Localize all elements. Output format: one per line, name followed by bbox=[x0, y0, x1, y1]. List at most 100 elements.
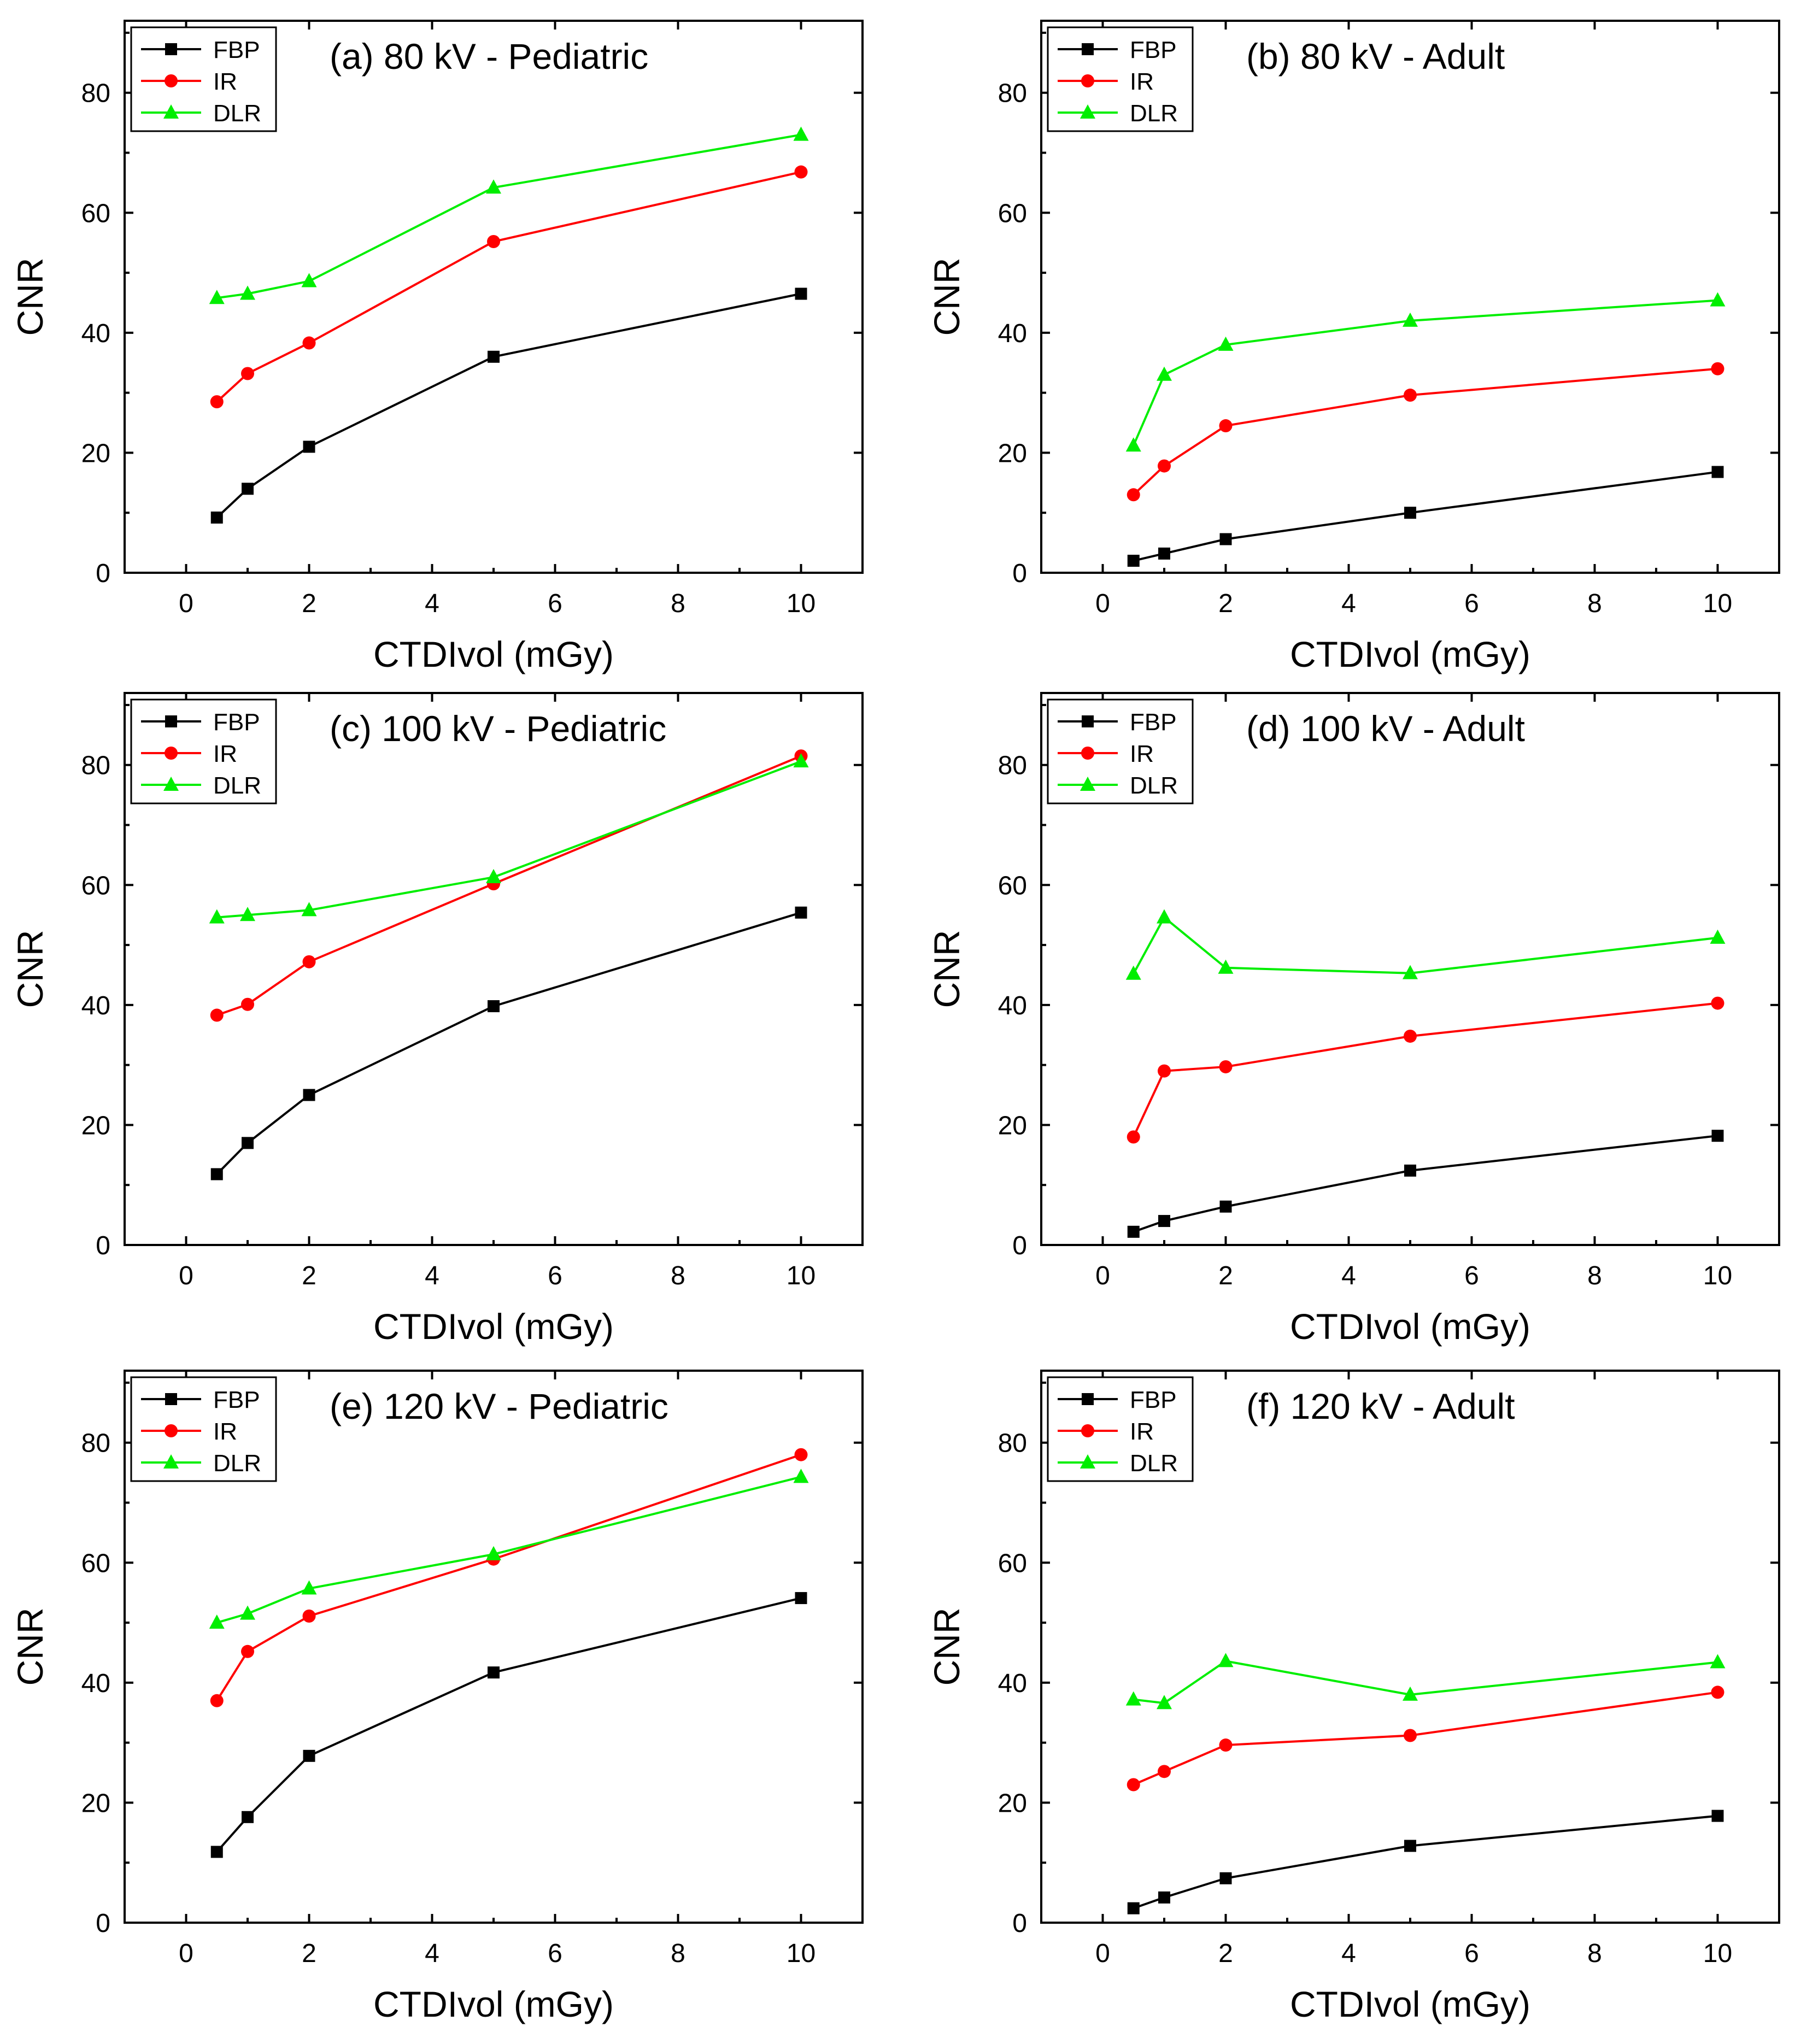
data-point-dlr bbox=[793, 126, 809, 141]
data-point-ir bbox=[210, 395, 224, 409]
data-point-fbp bbox=[1404, 1164, 1416, 1177]
data-point-dlr bbox=[1125, 1691, 1141, 1706]
series-line-dlr bbox=[216, 1476, 801, 1624]
series-line-fbp bbox=[1133, 471, 1718, 562]
legend-box bbox=[1047, 698, 1194, 804]
data-point-fbp bbox=[1404, 1840, 1416, 1852]
legend-label-dlr: DLR bbox=[1130, 772, 1178, 799]
x-tick-label: 8 bbox=[1587, 1939, 1602, 1968]
data-point-fbp bbox=[795, 287, 807, 300]
data-point-ir bbox=[210, 1008, 224, 1022]
legend-marker-ir bbox=[1081, 747, 1094, 760]
series-line-dlr bbox=[216, 760, 802, 919]
series-line-ir bbox=[1133, 367, 1718, 496]
data-point-dlr bbox=[1403, 312, 1418, 327]
data-point-dlr bbox=[240, 907, 255, 921]
y-tick-label: 0 bbox=[1012, 559, 1027, 588]
data-point-fbp bbox=[1158, 547, 1170, 560]
y-axis-title: CNR bbox=[10, 1608, 50, 1686]
data-point-fbp bbox=[210, 512, 223, 524]
y-tick-label: 80 bbox=[81, 1429, 110, 1458]
legend-label-dlr: DLR bbox=[1130, 1450, 1178, 1477]
x-tick-label: 4 bbox=[425, 1939, 439, 1968]
y-tick-label: 0 bbox=[1012, 1909, 1027, 1938]
x-tick-label: 4 bbox=[1341, 1261, 1356, 1290]
x-tick-label: 8 bbox=[671, 1939, 685, 1968]
legend-marker-dlr bbox=[163, 777, 179, 791]
y-tick-label: 20 bbox=[81, 439, 110, 468]
series-line-fbp bbox=[216, 911, 802, 1175]
series-line-dlr bbox=[216, 133, 801, 299]
data-point-ir bbox=[794, 1448, 808, 1461]
series-line-fbp bbox=[216, 292, 801, 519]
x-tick-label: 0 bbox=[179, 1261, 193, 1290]
y-tick-label: 0 bbox=[1012, 1231, 1027, 1260]
y-axis-title: CNR bbox=[926, 930, 967, 1008]
y-tick-label: 40 bbox=[998, 319, 1027, 348]
data-point-ir bbox=[1711, 996, 1724, 1010]
legend-label-ir: IR bbox=[213, 68, 237, 95]
data-point-dlr bbox=[1710, 292, 1726, 307]
y-axis-title: CNR bbox=[10, 930, 50, 1008]
x-axis-title: CTDIvol (mGy) bbox=[1290, 1984, 1530, 2024]
x-tick-label: 2 bbox=[302, 1939, 316, 1968]
legend-marker-ir bbox=[165, 747, 178, 760]
x-tick-label: 8 bbox=[671, 589, 685, 618]
legend-label-ir: IR bbox=[213, 741, 237, 767]
panel-title: (b) 80 kV - Adult bbox=[1246, 36, 1505, 77]
legend: FBP IR DLR bbox=[130, 26, 277, 132]
legend-box bbox=[1047, 1376, 1194, 1482]
y-tick-label: 40 bbox=[81, 1669, 110, 1698]
x-tick-label: 6 bbox=[1464, 1939, 1479, 1968]
data-point-fbp bbox=[1219, 1200, 1232, 1213]
y-axis-title: CNR bbox=[926, 258, 967, 336]
data-point-ir bbox=[241, 997, 254, 1011]
data-point-dlr bbox=[1125, 965, 1141, 980]
data-point-dlr bbox=[209, 1614, 225, 1629]
chart-panel-4: 0 2 4 6 8 10 0 20 40 60 80 CTDIvol (mGy) CNR (e) 120 … bbox=[10, 1370, 864, 2024]
data-point-fbp bbox=[1711, 1810, 1724, 1822]
legend-marker-ir bbox=[1081, 74, 1094, 87]
data-point-ir bbox=[302, 1610, 316, 1623]
chart-panel-5: 0 2 4 6 8 10 0 20 40 60 80 CTDIvol (mGy) CNR (f) 120 … bbox=[926, 1370, 1780, 2024]
y-tick-label: 80 bbox=[998, 751, 1027, 780]
data-point-fbp bbox=[210, 1168, 223, 1180]
legend-label-dlr: DLR bbox=[213, 772, 261, 799]
legend-label-fbp: FBP bbox=[213, 709, 260, 736]
data-point-fbp bbox=[1158, 1215, 1170, 1227]
data-point-fbp bbox=[242, 1811, 254, 1823]
data-point-fbp bbox=[303, 440, 315, 453]
y-tick-label: 40 bbox=[81, 319, 110, 348]
legend-box bbox=[1047, 26, 1194, 132]
data-point-fbp bbox=[488, 1666, 500, 1679]
x-axis-title: CTDIvol (mGy) bbox=[373, 1984, 614, 2024]
data-point-ir bbox=[1158, 1765, 1171, 1778]
x-tick-label: 0 bbox=[1095, 1261, 1110, 1290]
legend-marker-ir bbox=[165, 1424, 178, 1437]
data-point-dlr bbox=[1125, 437, 1141, 452]
legend-marker-ir bbox=[1081, 1424, 1094, 1437]
data-point-dlr bbox=[1157, 909, 1172, 924]
y-axis-title: CNR bbox=[10, 258, 50, 336]
legend-marker-dlr bbox=[1080, 104, 1095, 119]
data-point-ir bbox=[1158, 1064, 1171, 1078]
legend-marker-fbp bbox=[1082, 43, 1094, 55]
data-point-fbp bbox=[795, 1592, 807, 1605]
legend-marker-dlr bbox=[1080, 1454, 1095, 1469]
x-tick-label: 10 bbox=[1703, 1939, 1732, 1968]
data-point-dlr bbox=[1403, 965, 1418, 979]
y-axis-title: CNR bbox=[926, 1608, 967, 1686]
data-point-ir bbox=[1127, 488, 1140, 502]
y-tick-label: 60 bbox=[81, 1549, 110, 1578]
x-tick-label: 6 bbox=[548, 1939, 562, 1968]
legend-label-fbp: FBP bbox=[213, 1387, 260, 1413]
series-line-fbp bbox=[216, 1597, 801, 1853]
data-point-dlr bbox=[1157, 366, 1172, 381]
data-point-dlr bbox=[793, 753, 809, 768]
data-point-fbp bbox=[1711, 1130, 1724, 1142]
y-tick-label: 80 bbox=[81, 79, 110, 108]
x-tick-label: 8 bbox=[1587, 1261, 1602, 1290]
x-tick-label: 2 bbox=[302, 1261, 316, 1290]
chart-panel-1: 0 2 4 6 8 10 0 20 40 60 80 CTDIvol (mGy) CNR (b) 80 k… bbox=[926, 20, 1780, 674]
legend-label-ir: IR bbox=[1130, 741, 1154, 767]
